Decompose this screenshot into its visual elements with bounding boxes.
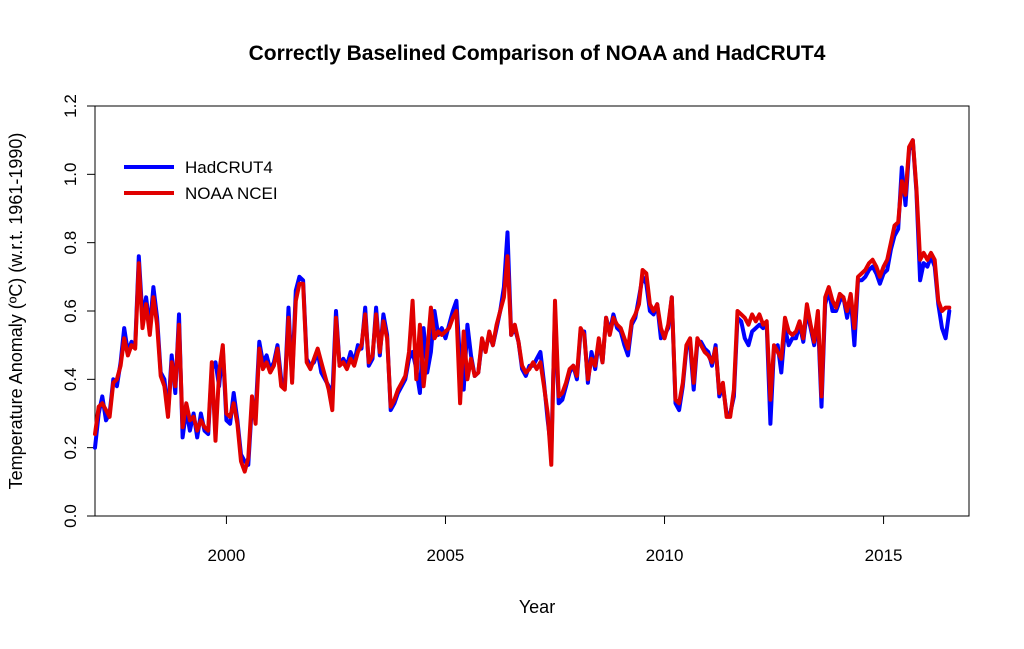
x-tick-label: 2010 bbox=[646, 546, 684, 565]
x-axis-label: Year bbox=[519, 597, 555, 617]
y-tick-label: 0.2 bbox=[61, 436, 80, 460]
y-tick-label: 0.6 bbox=[61, 299, 80, 323]
legend-label-hadcrut4: HadCRUT4 bbox=[185, 158, 273, 177]
y-axis: 0.0 0.2 0.4 0.6 0.8 1.0 1.2 bbox=[61, 94, 96, 528]
series-layer bbox=[93, 138, 952, 474]
x-axis: 2000 2005 2010 2015 bbox=[95, 515, 969, 565]
y-tick-label: 0.8 bbox=[61, 231, 80, 255]
x-tick-label: 2005 bbox=[427, 546, 465, 565]
legend-label-noaa: NOAA NCEI bbox=[185, 184, 278, 203]
y-tick-label: 1.0 bbox=[61, 163, 80, 187]
x-tick-label: 2015 bbox=[865, 546, 903, 565]
y-tick-label: 0.4 bbox=[61, 368, 80, 392]
series-line-noaa-ncei bbox=[93, 138, 952, 474]
chart-title: Correctly Baselined Comparison of NOAA a… bbox=[249, 42, 826, 65]
legend: HadCRUT4 NOAA NCEI bbox=[124, 158, 278, 203]
y-tick-label: 1.2 bbox=[61, 94, 80, 118]
y-axis-label: Temperature Anomaly (ºC) (w.r.t. 1961-19… bbox=[6, 133, 26, 490]
y-tick-label: 0.0 bbox=[61, 504, 80, 528]
x-tick-label: 2000 bbox=[208, 546, 246, 565]
